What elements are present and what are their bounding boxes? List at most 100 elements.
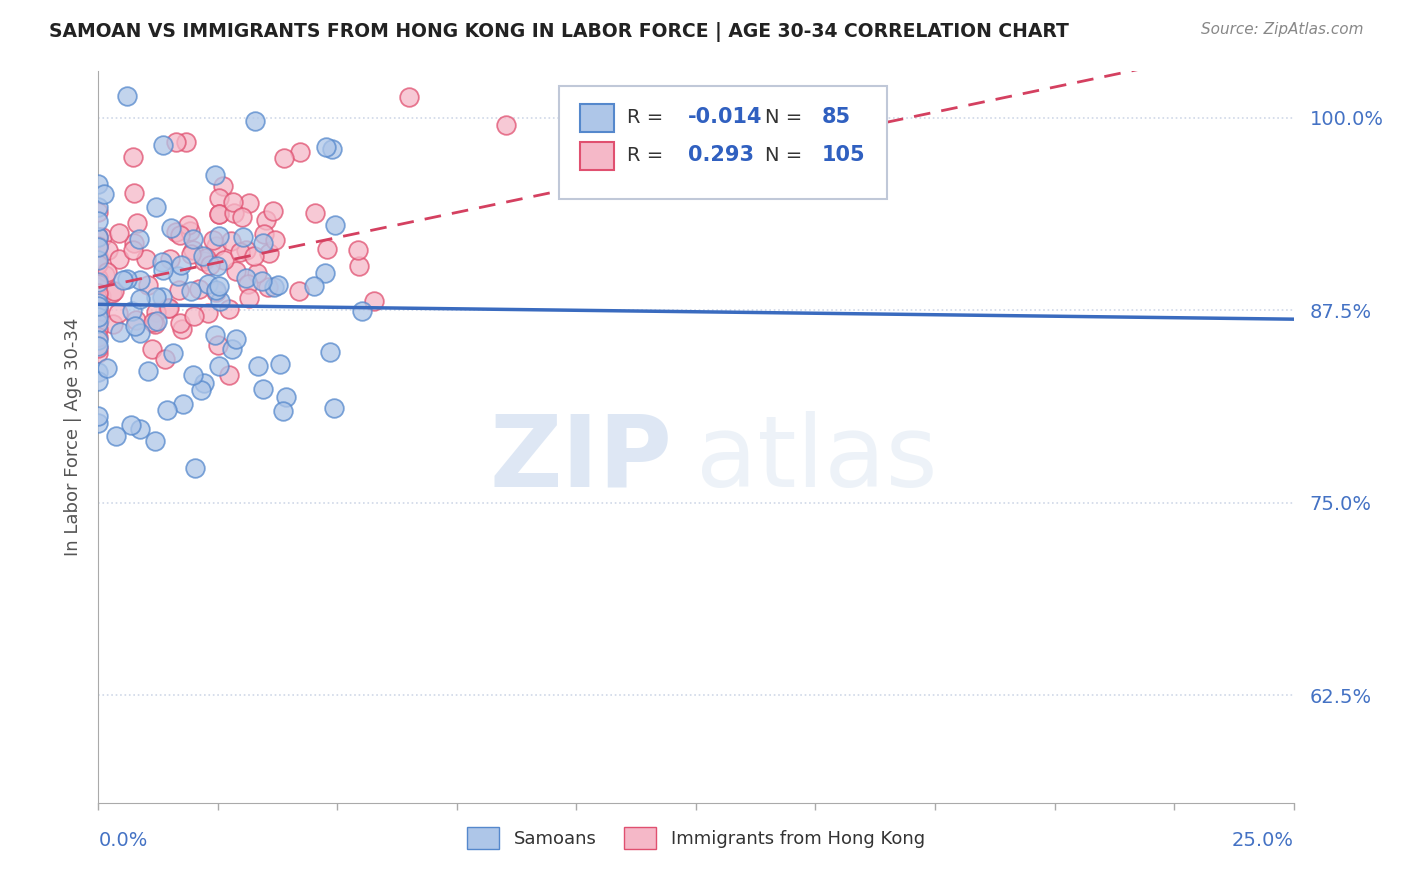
- Point: [145, 200, 167, 214]
- Point: [87, 252, 110, 267]
- Point: [181, 232, 204, 246]
- Point: [169, 227, 191, 242]
- Point: [87, 313, 110, 327]
- Point: [87, 299, 110, 313]
- Legend: Samoans, Immigrants from Hong Kong: Samoans, Immigrants from Hong Kong: [460, 820, 932, 856]
- Point: [208, 359, 231, 374]
- Point: [252, 382, 274, 396]
- Point: [252, 235, 274, 250]
- Point: [264, 233, 287, 247]
- Point: [207, 338, 229, 352]
- Text: R =: R =: [627, 108, 662, 127]
- Point: [87, 240, 110, 254]
- Point: [170, 322, 193, 336]
- Point: [246, 359, 269, 373]
- Point: [87, 299, 110, 313]
- Point: [150, 290, 173, 304]
- Point: [87, 178, 110, 192]
- Point: [205, 239, 228, 253]
- Point: [170, 258, 193, 272]
- Point: [87, 409, 110, 423]
- Point: [325, 219, 347, 233]
- Point: [87, 200, 110, 214]
- Point: [157, 301, 180, 315]
- Point: [257, 245, 280, 260]
- Point: [153, 351, 176, 366]
- Point: [145, 305, 167, 319]
- Point: [193, 254, 215, 268]
- Point: [87, 316, 110, 330]
- Point: [129, 273, 152, 287]
- Point: [225, 332, 247, 346]
- Text: -0.014: -0.014: [688, 107, 762, 128]
- Point: [172, 397, 194, 411]
- Point: [180, 246, 202, 260]
- Point: [87, 374, 110, 388]
- Point: [218, 301, 240, 316]
- Point: [108, 252, 131, 266]
- Point: [104, 429, 127, 443]
- Point: [169, 316, 191, 330]
- Point: [193, 376, 215, 390]
- Point: [122, 186, 145, 201]
- Point: [238, 196, 260, 211]
- Point: [145, 290, 167, 304]
- Text: atlas: atlas: [696, 410, 938, 508]
- Point: [96, 361, 118, 376]
- FancyBboxPatch shape: [581, 104, 613, 132]
- Point: [238, 291, 260, 305]
- Point: [209, 293, 232, 308]
- Point: [273, 152, 295, 166]
- Point: [165, 225, 187, 239]
- Point: [229, 245, 252, 260]
- Point: [87, 285, 110, 300]
- Point: [177, 218, 200, 232]
- Point: [243, 249, 266, 263]
- Point: [111, 273, 134, 287]
- Point: [87, 230, 110, 244]
- Point: [269, 357, 291, 371]
- Point: [166, 268, 188, 283]
- Point: [238, 277, 260, 291]
- Point: [350, 303, 373, 318]
- Text: 0.293: 0.293: [688, 145, 754, 166]
- Point: [208, 190, 231, 204]
- Point: [136, 277, 159, 292]
- Point: [93, 268, 115, 282]
- Point: [87, 341, 110, 355]
- Point: [115, 272, 138, 286]
- Point: [87, 279, 110, 293]
- Point: [197, 277, 219, 291]
- FancyBboxPatch shape: [558, 86, 887, 200]
- Point: [87, 339, 110, 353]
- Point: [349, 259, 371, 273]
- Point: [235, 243, 257, 257]
- Text: ZIP: ZIP: [489, 410, 672, 508]
- Point: [183, 310, 205, 324]
- Point: [190, 383, 212, 397]
- Point: [129, 292, 152, 306]
- Point: [363, 294, 385, 309]
- Point: [315, 242, 337, 256]
- Point: [125, 313, 148, 327]
- Point: [250, 274, 273, 288]
- Point: [263, 280, 285, 294]
- Point: [108, 325, 131, 339]
- Point: [208, 207, 231, 221]
- Point: [103, 284, 125, 298]
- Point: [321, 142, 343, 156]
- Point: [231, 210, 253, 224]
- Point: [197, 306, 219, 320]
- Point: [122, 243, 145, 257]
- Point: [87, 333, 110, 347]
- Point: [319, 345, 342, 359]
- Point: [124, 318, 146, 333]
- Point: [208, 279, 231, 293]
- Point: [125, 216, 148, 230]
- Point: [159, 252, 181, 267]
- Point: [101, 286, 124, 301]
- Point: [87, 301, 110, 316]
- Point: [225, 264, 247, 278]
- Text: R =: R =: [627, 146, 662, 165]
- Point: [87, 416, 110, 430]
